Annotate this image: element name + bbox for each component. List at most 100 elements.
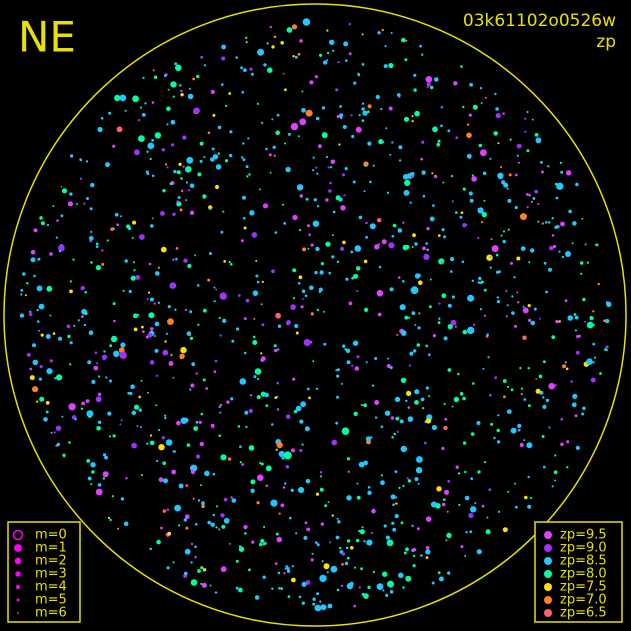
star-dot — [240, 66, 244, 70]
star-dot — [219, 334, 222, 337]
star-dot — [402, 221, 405, 224]
legend-label: zp=8.5 — [560, 554, 607, 569]
star-dot — [363, 403, 367, 408]
star-dot — [168, 361, 174, 366]
star-dot — [214, 359, 218, 363]
star-dot — [148, 312, 155, 319]
star-dot — [361, 526, 364, 529]
star-dot — [274, 231, 278, 234]
star-dot — [265, 465, 272, 472]
star-dot — [443, 402, 446, 406]
star-dot — [516, 256, 521, 261]
star-dot — [172, 258, 175, 261]
star-dot — [179, 89, 183, 93]
star-dot — [298, 595, 302, 599]
star-dot — [369, 223, 376, 230]
star-dot — [450, 319, 457, 326]
star-dot — [219, 403, 223, 407]
star-dot — [81, 401, 85, 406]
star-dot — [243, 351, 247, 355]
star-dot — [505, 315, 508, 318]
star-dot — [309, 80, 314, 85]
star-dot — [370, 531, 373, 534]
star-dot — [332, 210, 336, 214]
star-dot — [367, 490, 372, 495]
star-dot — [592, 310, 595, 313]
legend-symbol — [544, 583, 552, 591]
star-dot — [429, 216, 435, 222]
star-dot — [166, 106, 171, 112]
star-dot — [133, 327, 138, 332]
star-dot — [517, 423, 522, 428]
star-dot — [438, 258, 445, 265]
star-dot — [277, 571, 281, 575]
star-dot — [519, 366, 522, 370]
star-dot — [179, 84, 182, 87]
star-dot — [138, 395, 141, 399]
star-dot — [276, 395, 279, 398]
star-dot — [49, 359, 53, 363]
star-dot — [411, 172, 415, 176]
star-dot — [603, 319, 606, 323]
star-dot — [403, 551, 407, 555]
star-dot — [329, 39, 335, 45]
star-dot — [26, 282, 29, 285]
star-dot — [257, 474, 264, 482]
star-dot — [560, 442, 564, 447]
star-dot — [190, 579, 198, 586]
star-dot — [482, 171, 487, 176]
star-dot — [167, 531, 172, 536]
star-dot — [447, 571, 451, 575]
star-dot — [298, 486, 305, 494]
star-dot — [261, 280, 264, 283]
star-dot — [304, 294, 308, 298]
star-dot — [315, 387, 319, 390]
star-dot — [346, 582, 354, 590]
star-dot — [239, 461, 242, 464]
star-dot — [193, 426, 199, 431]
star-dot — [85, 160, 89, 163]
star-dot — [38, 303, 45, 310]
star-dot — [363, 540, 366, 543]
star-dot — [429, 278, 432, 281]
star-dot — [148, 262, 152, 266]
star-dot — [367, 141, 372, 146]
star-dot — [437, 139, 441, 143]
star-dot — [467, 326, 475, 335]
star-dot — [280, 587, 284, 590]
star-dot — [402, 484, 405, 488]
star-dot — [425, 344, 429, 348]
star-dot — [276, 442, 283, 449]
star-dot — [84, 290, 87, 294]
star-dot — [203, 64, 207, 67]
star-dot — [374, 244, 380, 250]
star-dot — [480, 221, 484, 224]
star-dot — [299, 39, 303, 43]
star-dot — [443, 336, 448, 341]
star-dot — [460, 211, 464, 214]
star-dot — [158, 477, 164, 483]
star-dot — [253, 375, 257, 379]
star-dot — [273, 348, 278, 353]
star-dot — [319, 475, 322, 478]
star-dot — [294, 323, 299, 329]
star-dot — [154, 348, 159, 353]
star-dot — [315, 541, 318, 544]
star-dot — [301, 90, 304, 93]
star-dot — [285, 414, 291, 420]
star-dot — [383, 524, 387, 528]
star-dot — [493, 131, 499, 136]
star-dot — [351, 364, 354, 367]
star-dot — [389, 153, 392, 156]
star-dot — [207, 131, 211, 135]
star-dot — [95, 265, 101, 271]
legend-label: zp=7.5 — [560, 580, 607, 595]
star-dot — [88, 330, 94, 336]
star-dot — [483, 314, 486, 317]
star-dot — [391, 234, 395, 238]
star-dot — [326, 571, 329, 574]
star-dot — [236, 327, 240, 331]
star-dot — [402, 586, 405, 589]
star-dot — [438, 317, 441, 320]
